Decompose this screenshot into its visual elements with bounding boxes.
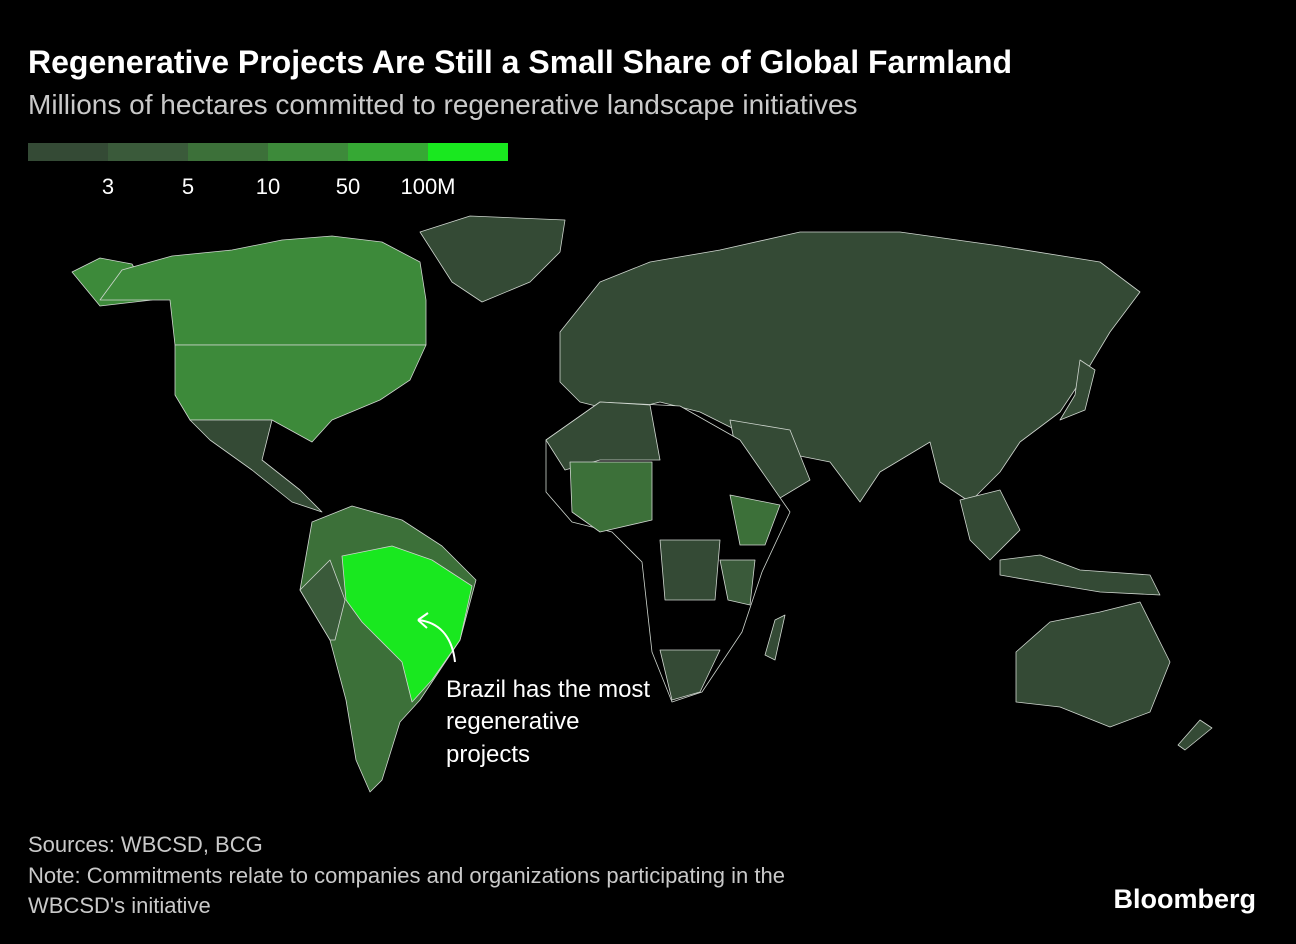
- annotation-line: projects: [446, 741, 530, 768]
- annotation-line: Brazil has the most: [446, 676, 650, 703]
- legend-swatch: [428, 143, 508, 161]
- japan: [1059, 359, 1096, 421]
- annotation-arrow: [417, 619, 456, 663]
- indonesia: [999, 554, 1161, 596]
- legend-label: 50: [336, 174, 360, 199]
- australia: [1015, 601, 1171, 728]
- new-zealand: [1177, 719, 1213, 751]
- madagascar: [764, 614, 786, 661]
- west-africa: [569, 461, 653, 533]
- world-map: [71, 215, 1213, 793]
- subtitle: Millions of hectares committed to regene…: [28, 89, 858, 120]
- east-africa: [729, 494, 781, 546]
- note: Note: Commitments relate to companies an…: [28, 863, 785, 888]
- legend-label: 5: [182, 174, 194, 199]
- central-america: [189, 419, 323, 513]
- legend-label: 3: [102, 174, 114, 199]
- legend-swatch: [268, 143, 348, 161]
- north-africa: [545, 401, 661, 471]
- legend-swatch: [188, 143, 268, 161]
- greenland: [419, 215, 566, 303]
- southeast-asia: [959, 489, 1021, 561]
- tanzania: [719, 559, 756, 606]
- legend-swatch: [28, 143, 108, 161]
- legend-swatch: [108, 143, 188, 161]
- logo: Bloomberg: [1113, 884, 1256, 914]
- andean-region: [299, 559, 346, 641]
- legend-swatch: [348, 143, 428, 161]
- annotation-line: regenerative: [446, 708, 579, 735]
- legend-label: 10: [256, 174, 280, 199]
- united-states: [174, 344, 427, 443]
- annotation-arrowhead: [417, 612, 429, 629]
- legend-label: 100M: [400, 174, 455, 199]
- central-africa: [659, 539, 721, 601]
- title: Regenerative Projects Are Still a Small …: [28, 44, 1012, 80]
- sources: Sources: WBCSD, BCG: [28, 832, 263, 857]
- brazil: [341, 545, 473, 703]
- note: WBCSD's initiative: [28, 893, 211, 918]
- southern-africa: [659, 649, 721, 701]
- legend: 3 5 10 50 100M: [28, 143, 508, 199]
